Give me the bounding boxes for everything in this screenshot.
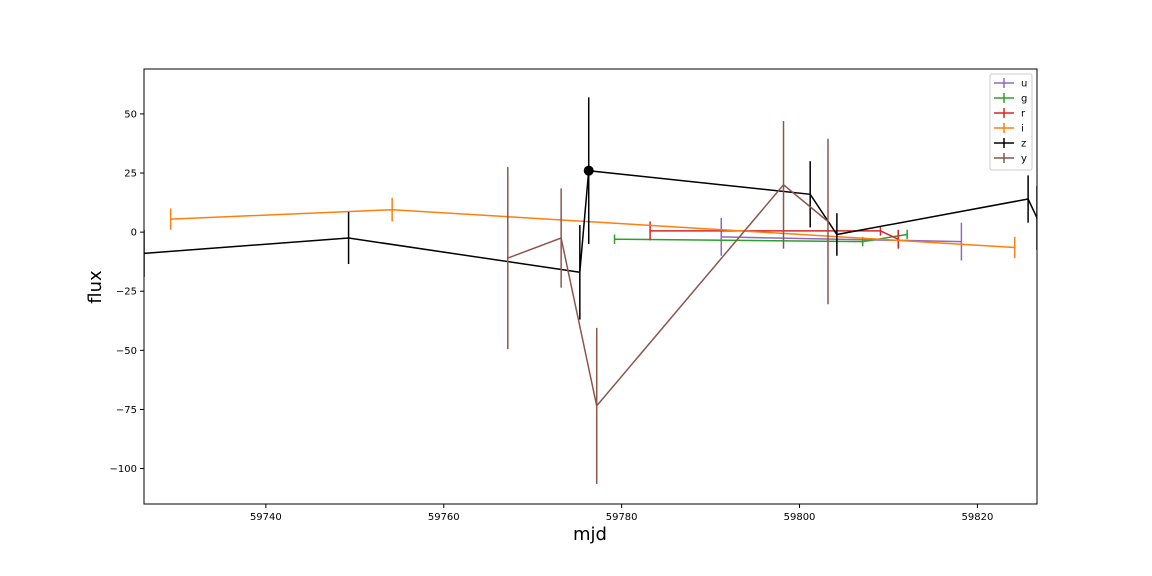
legend-label-g: g	[1021, 94, 1027, 105]
x-tick-label-59760: 59760	[428, 512, 460, 523]
legend-entry-z: z	[994, 138, 1026, 150]
legend-entry-y: y	[994, 153, 1027, 165]
series-u	[720, 217, 963, 261]
x-tick-label-59780: 59780	[606, 512, 638, 523]
x-tick-label-59740: 59740	[250, 512, 282, 523]
x-tick-label-59820: 59820	[962, 512, 994, 523]
y-tick-label--75: −75	[116, 405, 137, 416]
legend-entry-g: g	[994, 93, 1027, 105]
series-line-z	[144, 169, 1037, 274]
legend-label-i: i	[1021, 124, 1024, 135]
y-axis: 50 25 0 −25 −50 −75 −100	[110, 109, 144, 475]
y-tick-label--25: −25	[116, 287, 137, 298]
y-axis-label: flux	[85, 270, 106, 304]
legend-label-z: z	[1021, 139, 1026, 150]
x-axis: 59740 59760 59780 59800 59820	[250, 504, 993, 523]
legend-label-y: y	[1021, 154, 1027, 165]
series-line-u	[721, 236, 962, 243]
y-tick-label--50: −50	[116, 346, 137, 357]
y-tick-label-0: 0	[131, 228, 137, 239]
series-y	[507, 121, 829, 484]
legend-label-u: u	[1021, 79, 1027, 90]
y-tick-label-25: 25	[124, 169, 137, 180]
legend-entry-u: u	[994, 78, 1027, 90]
y-tick-label--100: −100	[110, 464, 137, 475]
series-line-y	[507, 183, 829, 408]
legend-label-r: r	[1021, 109, 1026, 120]
plot-area	[144, 97, 1037, 484]
y-tick-label-50: 50	[124, 109, 137, 120]
legend-entry-r: r	[994, 108, 1026, 120]
series-z	[144, 97, 1037, 320]
highlight-marker	[583, 165, 594, 176]
series-r	[649, 221, 899, 249]
x-axis-label: mjd	[573, 524, 607, 545]
legend-entry-i: i	[994, 123, 1024, 135]
plot-frame	[143, 68, 1038, 505]
x-tick-label-59800: 59800	[784, 512, 816, 523]
series-i	[169, 197, 1016, 259]
